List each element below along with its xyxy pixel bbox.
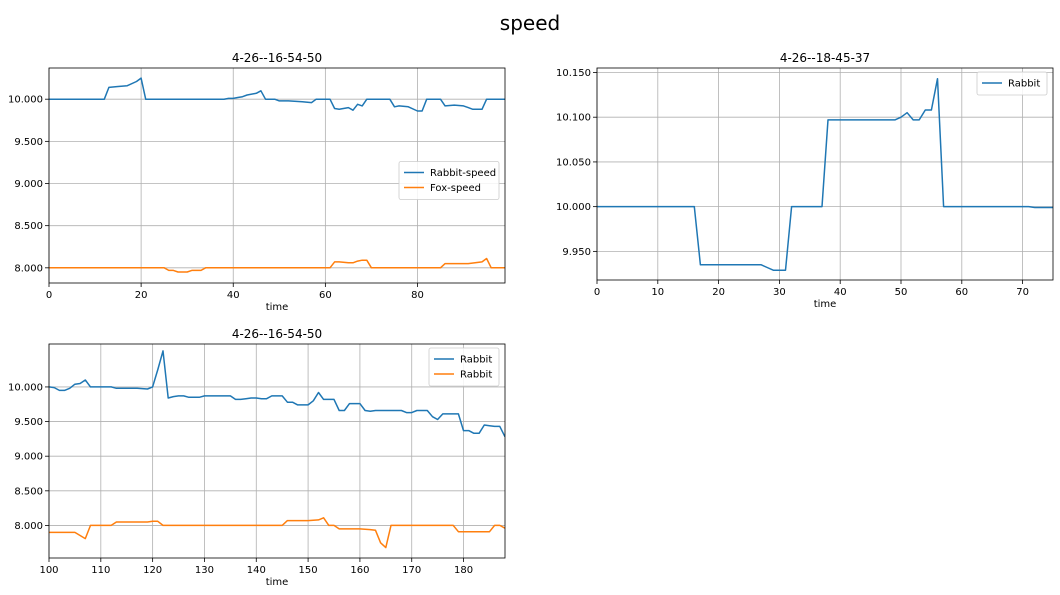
axes-frame	[596, 67, 1054, 281]
y-tick-label: 9.500	[14, 137, 43, 148]
legend-entry: Rabbit	[460, 355, 492, 366]
x-tick-label: 0	[46, 290, 52, 301]
x-tick-label: 40	[227, 290, 240, 301]
series-line	[49, 517, 505, 549]
panel-title: 4-26--16-54-50	[232, 51, 322, 65]
x-tick-label: 180	[454, 565, 473, 576]
x-tick-label: 170	[402, 565, 421, 576]
y-tick-label: 9.000	[14, 179, 43, 190]
x-tick-label: 0	[594, 287, 600, 298]
x-tick-label: 130	[195, 565, 214, 576]
legend-entry: Rabbit	[460, 370, 492, 381]
x-axis-label: time	[266, 302, 289, 313]
y-tick-label: 9.950	[562, 247, 591, 258]
x-tick-label: 60	[955, 287, 968, 298]
legend: Rabbit	[976, 71, 1048, 96]
legend-box	[428, 347, 500, 387]
legend-box	[976, 71, 1048, 96]
y-tick-label: 9.000	[14, 452, 43, 463]
y-tick-label: 10.000	[8, 95, 43, 106]
legend-entry: Rabbit-speed	[430, 168, 496, 179]
x-tick-label: 20	[135, 290, 148, 301]
series-line	[49, 77, 505, 112]
y-tick-label: 8.500	[14, 221, 43, 232]
chart-panel: 0 10 20 30 40 50 60 70 9.950 10.000 10.050 10.100 10…	[556, 51, 1054, 310]
x-tick-label: 80	[411, 290, 424, 301]
x-tick-label: 100	[39, 565, 58, 576]
series-line	[597, 77, 1053, 271]
y-tick-label: 8.500	[14, 486, 43, 497]
figure-title: speed	[500, 11, 560, 35]
y-tick-label: 10.150	[556, 68, 591, 79]
panel-title: 4-26--16-54-50	[232, 327, 322, 341]
x-tick-label: 10	[651, 287, 664, 298]
x-tick-label: 30	[773, 287, 786, 298]
y-tick-label: 10.050	[556, 157, 591, 168]
x-tick-label: 120	[143, 565, 162, 576]
x-tick-label: 20	[712, 287, 725, 298]
legend-entry: Rabbit	[1008, 79, 1040, 90]
x-tick-label: 60	[319, 290, 332, 301]
axes-frame	[48, 343, 506, 559]
panels: 0 20 40 60 80 8.000 8.500 9.000 9.500 10.000 4-26-…	[8, 51, 1054, 588]
x-axis-label: time	[266, 577, 289, 588]
legend-entry: Fox-speed	[430, 183, 481, 194]
series-line	[49, 257, 505, 273]
y-tick-label: 8.000	[14, 263, 43, 274]
x-tick-label: 150	[299, 565, 318, 576]
chart-panel: 100 110 120 130 140 150 160 170 180 8.000 8.500 9.0…	[8, 327, 506, 588]
x-tick-label: 160	[350, 565, 369, 576]
y-tick-label: 9.500	[14, 417, 43, 428]
x-tick-label: 70	[1016, 287, 1029, 298]
y-tick-label: 10.000	[8, 382, 43, 393]
axes-frame	[48, 67, 506, 284]
y-tick-label: 10.000	[556, 202, 591, 213]
y-tick-label: 10.100	[556, 113, 591, 124]
legend: Rabbit-speed Fox-speed	[398, 161, 500, 200]
x-tick-label: 140	[247, 565, 266, 576]
legend: Rabbit Rabbit	[428, 347, 500, 387]
x-tick-label: 50	[895, 287, 908, 298]
x-tick-label: 40	[834, 287, 847, 298]
x-axis-label: time	[814, 299, 837, 310]
panel-title: 4-26--18-45-37	[780, 51, 870, 65]
series-line	[49, 350, 505, 438]
chart-panel: 0 20 40 60 80 8.000 8.500 9.000 9.500 10.000 4-26-…	[8, 51, 506, 313]
legend-box	[398, 161, 500, 200]
y-tick-label: 8.000	[14, 521, 43, 532]
x-tick-label: 110	[91, 565, 110, 576]
